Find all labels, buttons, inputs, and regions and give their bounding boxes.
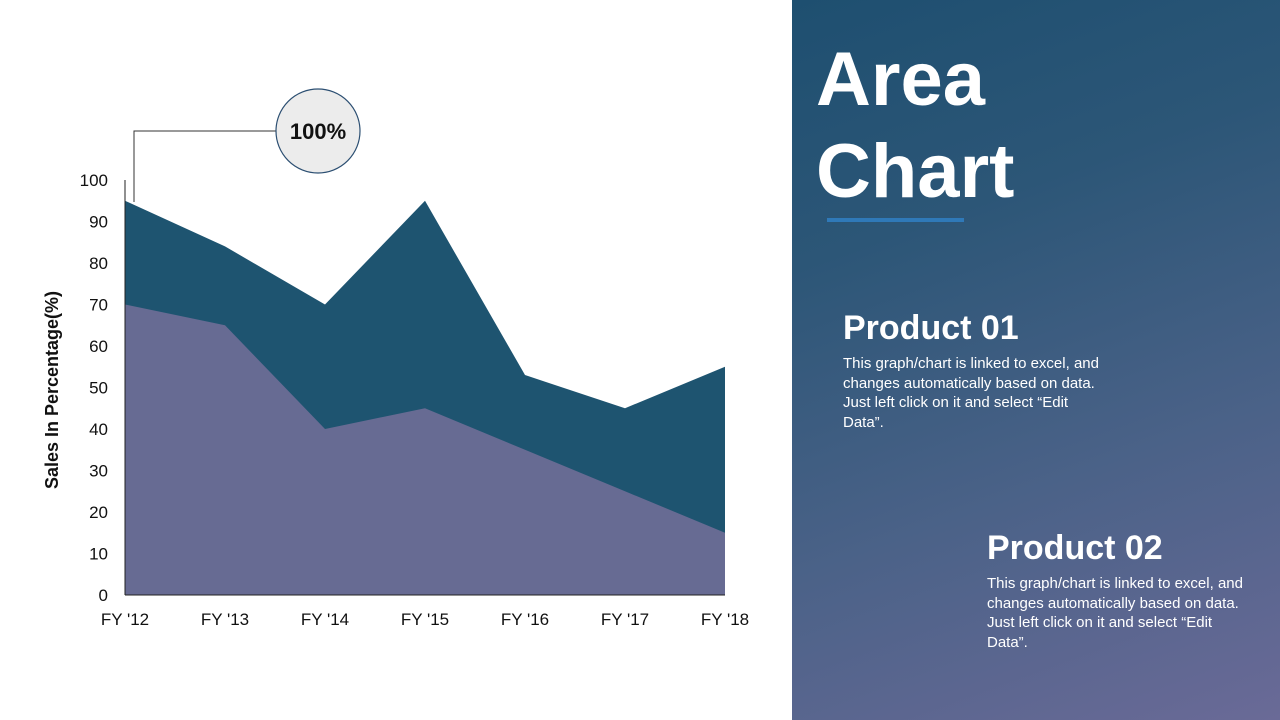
product-01-description: This graph/chart is linked to excel, and…: [843, 355, 1099, 431]
callout-badge: [275, 88, 361, 174]
slide-title-line-1: Area: [816, 37, 985, 122]
y-tick-label-0: 0: [99, 586, 108, 605]
callout-badge-label: 100%: [290, 119, 346, 144]
product-01-block: Product 01 This graph/chart is linked to…: [843, 308, 1103, 432]
y-tick-label-40: 40: [89, 420, 108, 439]
callout-leader-line: [133, 130, 277, 202]
product-02-heading: Product 02: [987, 529, 1163, 567]
x-tick-label-2: FY '14: [301, 610, 349, 629]
y-axis-title: Sales In Percentage(%): [42, 291, 62, 489]
y-tick-label-50: 50: [89, 379, 108, 398]
side-panel: Area Chart Product 01 This graph/chart i…: [792, 0, 1280, 720]
y-tick-label-60: 60: [89, 337, 108, 356]
y-tick-label-70: 70: [89, 296, 108, 315]
chart-area: 0 10 20 30 40 50 60 70 80 90 100 FY '12 FY '13 FY '14…: [0, 0, 792, 720]
area-series-2: [125, 304, 725, 595]
x-tick-label-3: FY '15: [401, 610, 449, 629]
y-tick-label-100: 100: [80, 171, 108, 190]
x-tick-label-1: FY '13: [201, 610, 249, 629]
x-tick-label-6: FY '18: [701, 610, 749, 629]
x-tick-label-4: FY '16: [501, 610, 549, 629]
title-underline: [827, 218, 964, 222]
product-01-heading: Product 01: [843, 309, 1019, 347]
product-02-block: Product 02 This graph/chart is linked to…: [987, 528, 1247, 652]
y-tick-label-80: 80: [89, 254, 108, 273]
x-tick-label-0: FY '12: [101, 610, 149, 629]
area-chart[interactable]: 0 10 20 30 40 50 60 70 80 90 100 FY '12 FY '13 FY '14…: [0, 0, 792, 720]
product-02-description: This graph/chart is linked to excel, and…: [987, 575, 1243, 651]
y-tick-label-90: 90: [89, 213, 108, 232]
x-tick-label-5: FY '17: [601, 610, 649, 629]
y-tick-label-10: 10: [89, 545, 108, 564]
y-tick-label-30: 30: [89, 462, 108, 481]
slide-title: Area Chart: [816, 34, 1236, 218]
slide-title-line-2: Chart: [816, 129, 1015, 214]
y-tick-label-20: 20: [89, 503, 108, 522]
